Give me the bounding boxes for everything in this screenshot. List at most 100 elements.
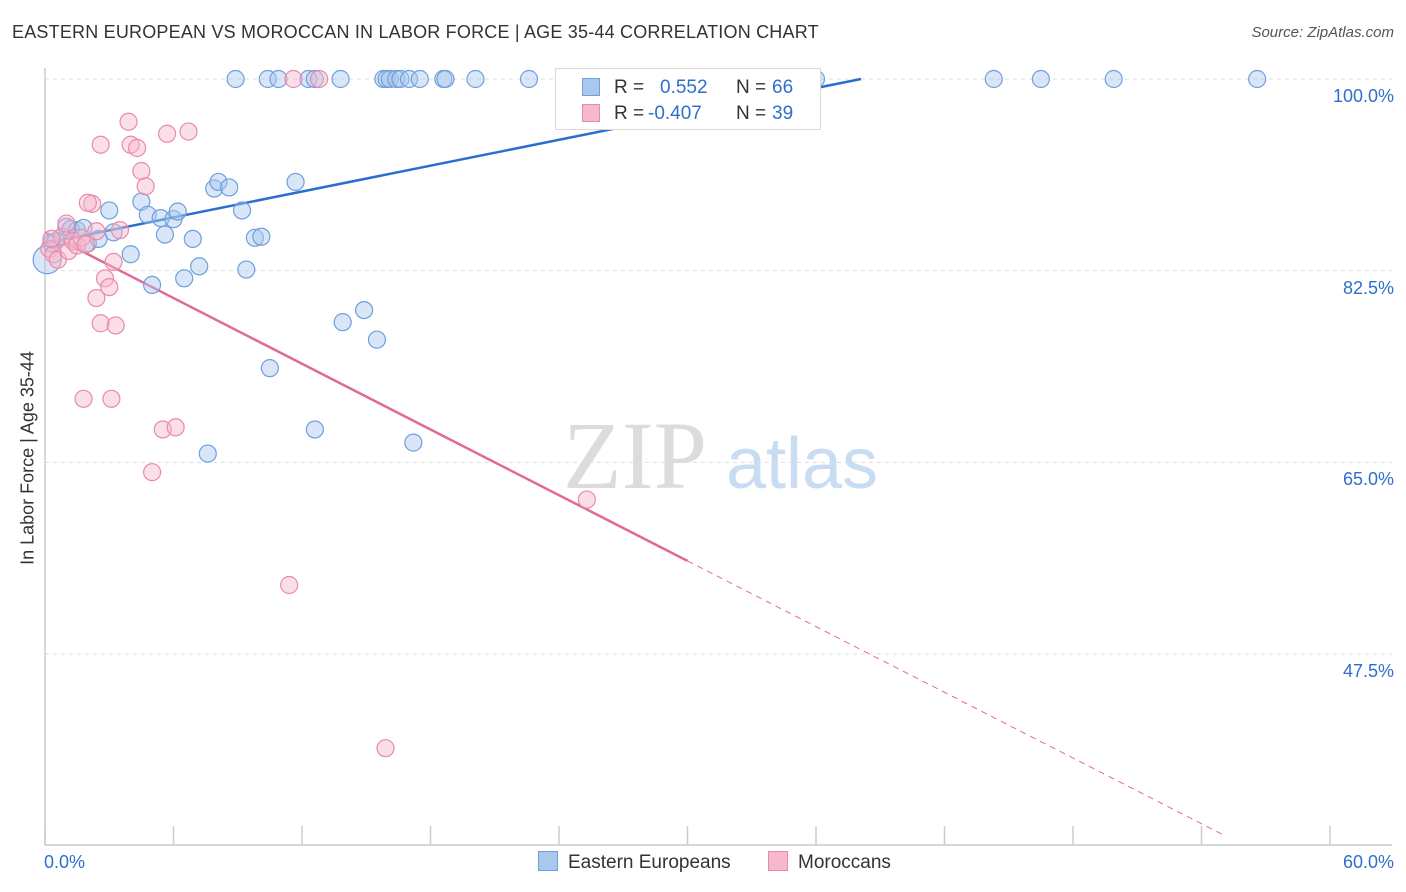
point-moroccan (310, 69, 329, 89)
legend-item-moroccans: Moroccans (768, 851, 891, 874)
point-eastern-european (226, 69, 245, 89)
point-eastern-european (209, 172, 228, 192)
legend-label: Moroccans (798, 852, 891, 873)
point-eastern-european (252, 227, 271, 246)
y-tick-label: 82.5% (1342, 277, 1394, 298)
point-moroccan (76, 235, 95, 254)
x-tick-label-min: 0.0% (44, 852, 86, 872)
point-eastern-european (260, 359, 279, 378)
stats-r-value: -0.407 (648, 103, 702, 124)
point-moroccan (91, 135, 110, 154)
point-eastern-european (1031, 69, 1050, 89)
legend-swatch-blue (538, 851, 558, 871)
stats-swatch-pink (582, 104, 600, 122)
point-eastern-european (121, 245, 140, 264)
point-eastern-european (380, 69, 399, 89)
point-eastern-european (355, 300, 374, 320)
point-moroccan (87, 222, 106, 241)
point-eastern-european (258, 69, 277, 89)
point-moroccan (95, 269, 115, 288)
point-eastern-european (245, 228, 264, 247)
point-moroccan (104, 252, 123, 272)
legend-label: Eastern Europeans (568, 852, 731, 873)
chart-title: EASTERN EUROPEAN VS MOROCCAN IN LABOR FO… (12, 22, 819, 42)
point-moroccan (376, 739, 395, 758)
point-moroccan (280, 575, 299, 595)
point-eastern-european (436, 69, 455, 89)
stats-row-eastern-europeans: R = 0.552 N = 66 (556, 75, 820, 101)
stats-swatch-blue (582, 78, 600, 96)
points-moroccans (40, 69, 596, 758)
legend-item-eastern-europeans: Eastern Europeans (538, 851, 731, 874)
point-eastern-european (305, 69, 324, 89)
stats-row-moroccans: R = -0.407 N = 39 (556, 101, 820, 127)
stats-n-value: 66 (772, 77, 794, 98)
point-eastern-european (168, 202, 187, 221)
point-eastern-european (387, 69, 406, 89)
point-moroccan (132, 161, 151, 181)
point-moroccan (136, 177, 155, 196)
point-moroccan (127, 138, 147, 158)
point-eastern-european (1248, 69, 1267, 89)
stats-r-value: 0.552 (660, 77, 708, 98)
point-moroccan (284, 69, 303, 89)
point-eastern-european (1104, 69, 1123, 89)
point-eastern-european (519, 69, 539, 89)
point-moroccan (157, 124, 177, 143)
point-eastern-european (190, 257, 209, 276)
point-eastern-european (299, 69, 318, 89)
point-eastern-european (198, 444, 217, 463)
legend: Eastern Europeans Moroccans (0, 851, 1406, 881)
point-moroccan (100, 277, 119, 297)
point-eastern-european (404, 433, 423, 452)
point-eastern-european (155, 225, 175, 244)
source-credit: Source: ZipAtlas.com (1251, 24, 1394, 41)
point-eastern-european (399, 69, 419, 89)
point-moroccan (142, 463, 162, 482)
axes (44, 68, 1392, 846)
point-moroccan (119, 112, 138, 131)
stats-r-label: R = (614, 103, 645, 124)
y-tick-label: 65.0% (1342, 469, 1394, 490)
stats-box: R = 0.552 N = 66 R = -0.407 N = 39 (555, 68, 821, 130)
point-moroccan (87, 288, 106, 308)
x-tick-label-max: 60.0% (1342, 852, 1394, 872)
point-moroccan (57, 214, 76, 233)
point-moroccan (74, 389, 93, 408)
point-eastern-european (410, 69, 429, 89)
watermark: ZIP atlas (563, 402, 878, 509)
point-eastern-european (175, 269, 194, 288)
point-eastern-european (237, 260, 256, 279)
y-axis-label: In Labor Force | Age 35-44 (17, 351, 38, 565)
point-eastern-european (100, 201, 119, 220)
point-moroccan (166, 418, 185, 437)
point-moroccan (179, 122, 198, 141)
point-moroccan (91, 314, 110, 333)
point-eastern-european (142, 275, 162, 295)
point-eastern-european (305, 420, 324, 439)
point-moroccan (106, 316, 125, 335)
point-eastern-european (333, 313, 352, 332)
point-eastern-european (269, 69, 288, 89)
point-moroccan (102, 389, 121, 408)
point-moroccan (577, 490, 596, 509)
point-eastern-european (183, 229, 202, 249)
point-moroccan (78, 193, 97, 212)
gridlines (45, 78, 1392, 655)
point-eastern-european (331, 69, 350, 89)
watermark-atlas: atlas (726, 424, 878, 504)
stats-n-label: N = (736, 77, 767, 98)
stats-n-value: 39 (772, 103, 794, 124)
legend-swatch-pink (768, 851, 788, 871)
y-tick-label: 100.0% (1332, 86, 1394, 106)
point-eastern-european (984, 69, 1003, 89)
stats-r-label: R = (614, 77, 645, 98)
point-moroccan (110, 221, 130, 240)
point-eastern-european (286, 172, 305, 192)
trend-line-moroccans (44, 231, 689, 563)
point-eastern-european (367, 330, 387, 349)
stats-n-label: N = (736, 103, 767, 124)
point-eastern-european (466, 69, 485, 89)
point-eastern-european (220, 178, 239, 197)
